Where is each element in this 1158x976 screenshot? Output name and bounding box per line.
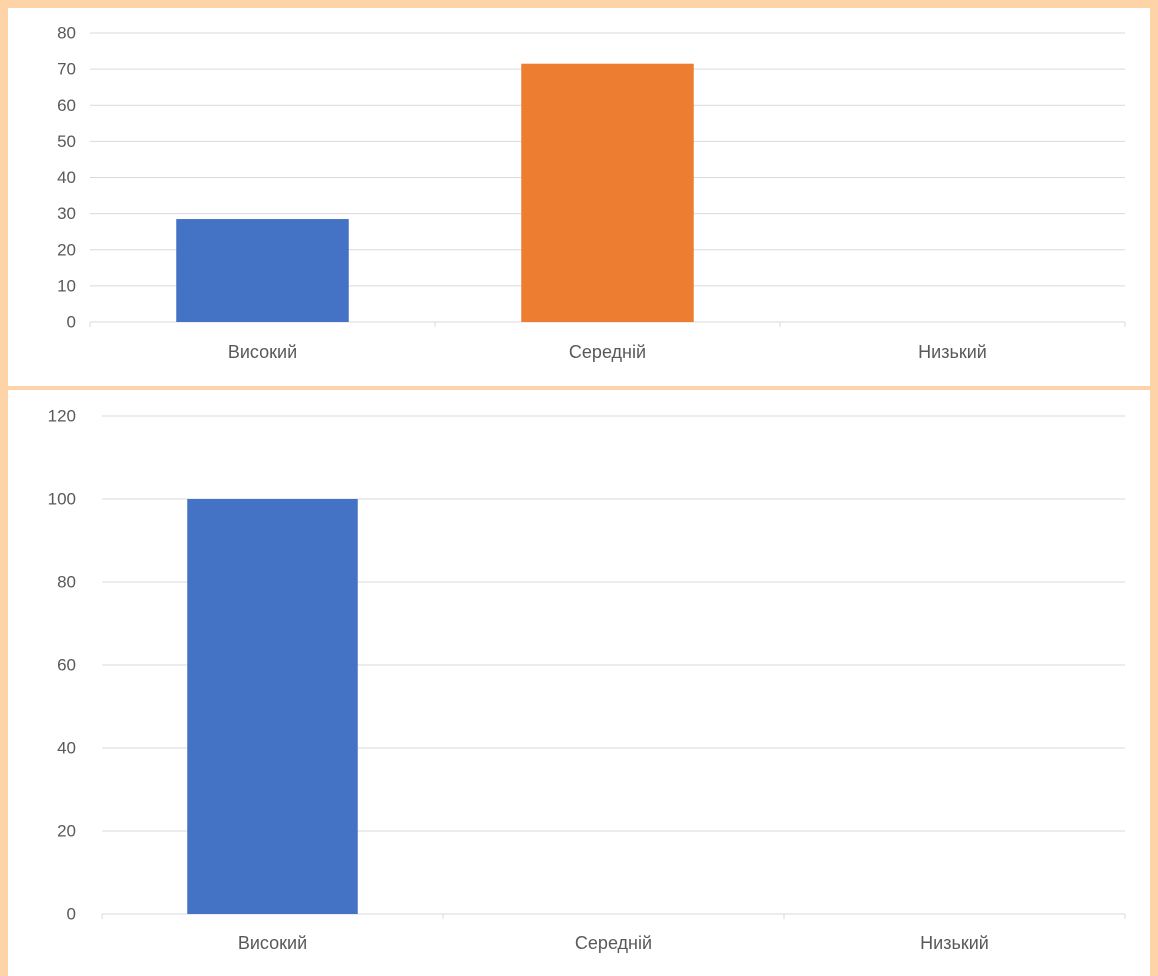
- y-tick-label: 80: [57, 573, 76, 592]
- y-tick-label: 100: [48, 490, 76, 509]
- y-tick-label: 60: [57, 96, 76, 115]
- y-tick-label: 40: [57, 168, 76, 187]
- bar-chart-top: 0 10 20 30 40 50 60 70 80 Високий Середній Низький: [57, 24, 1126, 362]
- category-label: Середній: [569, 342, 646, 362]
- y-tick-label: 70: [57, 60, 76, 79]
- category-label: Низький: [918, 342, 987, 362]
- bar: [176, 219, 349, 322]
- y-tick-label: 30: [57, 204, 76, 223]
- y-tick-label: 20: [57, 822, 76, 841]
- y-tick-label: 80: [57, 24, 76, 43]
- y-tick-label: 60: [57, 656, 76, 675]
- y-tick-label: 0: [67, 313, 76, 332]
- chart-panel-bottom: 0 20 40 60 80 100 120 Високий Середній Низький: [8, 390, 1150, 976]
- bar: [187, 499, 358, 914]
- y-tick-label: 20: [57, 240, 76, 259]
- category-label: Середній: [575, 933, 652, 953]
- category-label: Низький: [920, 933, 989, 953]
- y-tick-label: 40: [57, 739, 76, 758]
- y-tick-label: 10: [57, 276, 76, 295]
- y-tick-label: 0: [67, 905, 76, 924]
- category-label: Високий: [228, 342, 297, 362]
- category-label: Високий: [238, 933, 307, 953]
- bar: [521, 63, 694, 323]
- y-tick-label: 50: [57, 132, 76, 151]
- y-tick-label: 120: [48, 407, 76, 426]
- chart-panel-top: 0 10 20 30 40 50 60 70 80 Високий Середній Низький: [8, 8, 1150, 386]
- bar-chart-bottom: 0 20 40 60 80 100 120 Високий Середній Низький: [48, 407, 1126, 953]
